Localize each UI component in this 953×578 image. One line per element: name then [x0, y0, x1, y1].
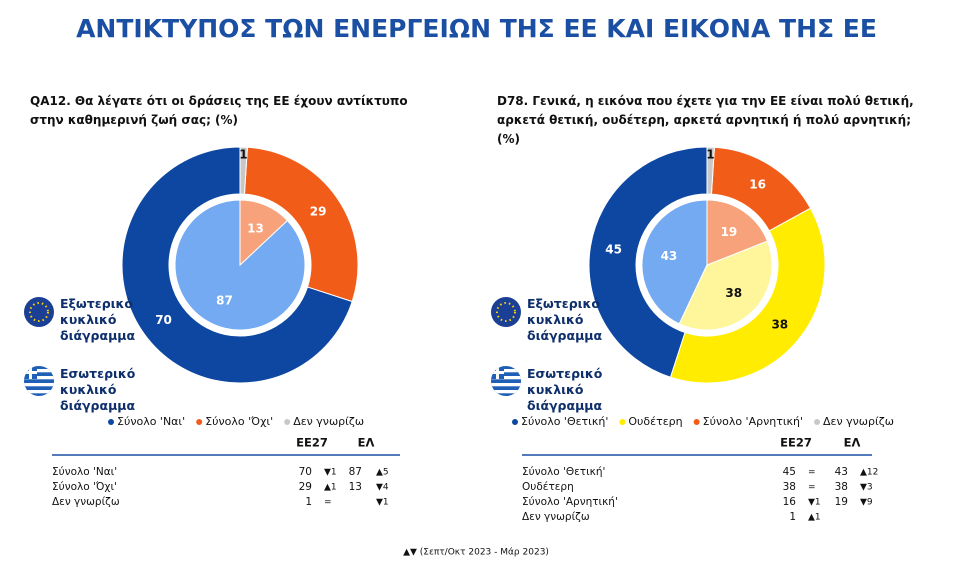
table-cell: ▼1: [324, 468, 337, 478]
data-label: 87: [216, 293, 233, 307]
table-cell: =: [808, 483, 816, 493]
eu-flag: [24, 297, 521, 327]
table-cell: 29: [299, 481, 312, 493]
table-cell: ▲1: [324, 483, 337, 493]
table-cell: 45: [783, 466, 796, 478]
column-header: ΕΛ: [844, 436, 861, 450]
data-label: 38: [725, 286, 742, 300]
ring-label: Εξωτερικό κυκλικό διάγραμμα: [527, 296, 603, 343]
table-cell: 43: [835, 466, 848, 478]
row-label: Δεν γνωρίζω: [52, 496, 120, 508]
table-cell: ▼1: [808, 498, 821, 508]
outer-slice: [669, 207, 826, 384]
data-label: 43: [661, 249, 678, 263]
data-label: 16: [749, 178, 766, 192]
table-cell: 16: [783, 496, 797, 508]
question: QA12. Θα λέγατε ότι οι δράσεις της ΕΕ έχ…: [30, 94, 408, 127]
table-cell: ▲5: [376, 468, 389, 478]
legend-label: Δεν γνωρίζω: [293, 415, 364, 428]
table-cell: ▲12: [860, 468, 878, 478]
data-label: 13: [247, 222, 264, 236]
table-cell: ▼3: [860, 483, 873, 493]
table-cell: 87: [349, 466, 362, 478]
inner-slice: [678, 240, 773, 331]
footnote: ▲▼ (Σεπτ/Οκτ 2023 - Μάρ 2023): [403, 548, 549, 558]
table-cell: 1: [789, 511, 796, 523]
table-cell: 70: [299, 466, 312, 478]
question: D78. Γενικά, η εικόνα που έχετε για την …: [497, 94, 914, 146]
legend-swatch: [619, 419, 626, 425]
legend-label: Σύνολο 'Αρνητική': [703, 415, 803, 428]
ring-label: Εσωτερικό κυκλικό διάγραμμα: [527, 366, 603, 413]
table-cell: 38: [783, 481, 796, 493]
table-cell: =: [324, 498, 332, 508]
legend-swatch: [512, 419, 518, 425]
inner-slice: [641, 199, 708, 325]
row-label: Σύνολο 'Θετική': [522, 466, 605, 478]
data-label: 19: [721, 225, 738, 239]
legend-label: Δεν γνωρίζω: [823, 415, 894, 428]
data-label: 1: [239, 148, 247, 162]
inner-slice: [239, 199, 289, 267]
legend-swatch: [196, 419, 203, 425]
table-cell: ▼1: [376, 498, 389, 508]
legend-swatch: [814, 419, 821, 425]
outer-slice: [121, 146, 353, 384]
column-header: EE27: [296, 436, 328, 450]
table-cell: 19: [835, 496, 848, 508]
row-label: Σύνολο 'Ναι': [52, 466, 117, 478]
legend-label: Ουδέτερη: [628, 415, 682, 428]
outer-slice: [588, 146, 708, 378]
outer-slice: [706, 146, 715, 195]
outer-slice: [239, 146, 248, 195]
row-label: Ουδέτερη: [522, 481, 574, 493]
table-cell: ▼4: [376, 483, 389, 493]
legend-swatch: [693, 419, 700, 425]
legend-label: Σύνολο 'Θετική': [521, 415, 608, 428]
row-label: Σύνολο 'Αρνητική': [522, 496, 618, 508]
table-cell: ▼9: [860, 498, 873, 508]
inner-slice: [706, 199, 769, 266]
data-label: 38: [771, 318, 788, 332]
column-header: ΕΛ: [358, 436, 375, 450]
legend-label: Σύνολο 'Ναι': [117, 415, 185, 428]
outer-slice: [243, 146, 359, 303]
data-label: 1: [706, 148, 714, 162]
table-cell: 13: [349, 481, 362, 493]
ring-label: Εξωτερικό κυκλικό διάγραμμα: [60, 296, 136, 343]
row-label: Σύνολο 'Όχι': [52, 481, 117, 493]
table-cell: ▲1: [808, 513, 821, 523]
page-title: ΑΝΤΙΚΤΥΠΟΣ ΤΩΝ ΕΝΕΡΓΕΙΩΝ ΤΗΣ ΕΕ ΚΑΙ ΕΙΚΟ…: [76, 14, 877, 43]
data-label: 45: [605, 243, 622, 257]
legend-swatch: [108, 419, 114, 425]
table-cell: 1: [305, 496, 312, 508]
table-cell: 38: [835, 481, 848, 493]
data-label: 70: [155, 313, 172, 327]
legend-label: Σύνολο 'Όχι': [205, 415, 273, 428]
data-label: 29: [310, 204, 327, 218]
column-header: EE27: [780, 436, 812, 450]
table-cell: =: [808, 468, 816, 478]
legend-swatch: [284, 419, 291, 425]
ring-label: Εσωτερικό κυκλικό διάγραμμα: [60, 366, 136, 413]
row-label: Δεν γνωρίζω: [522, 511, 590, 523]
